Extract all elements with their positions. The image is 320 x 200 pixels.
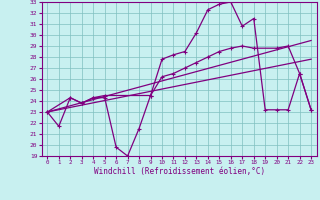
X-axis label: Windchill (Refroidissement éolien,°C): Windchill (Refroidissement éolien,°C) — [94, 167, 265, 176]
